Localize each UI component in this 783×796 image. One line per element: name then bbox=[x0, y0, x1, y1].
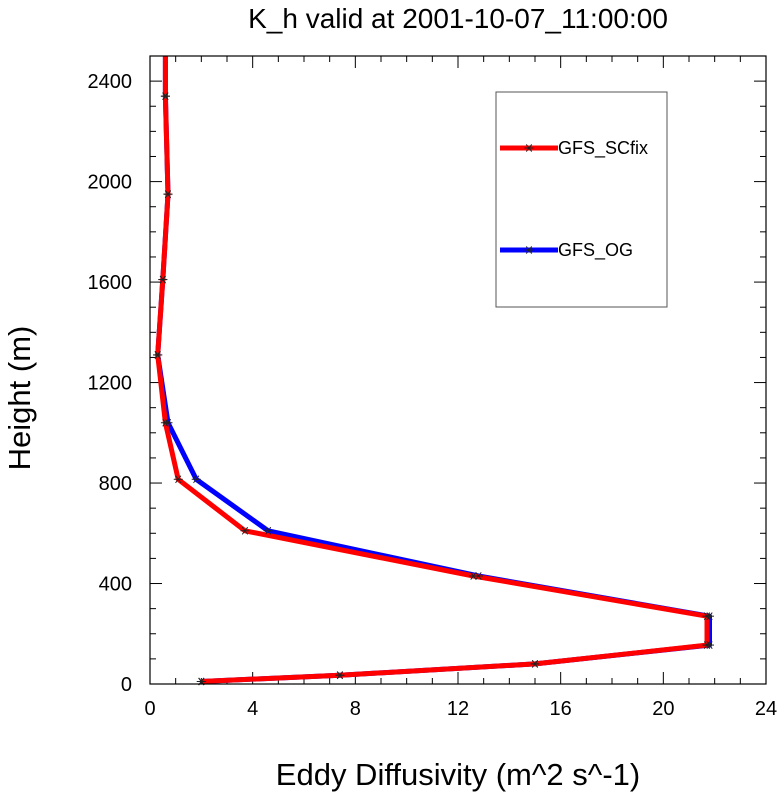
y-tick-label: 1600 bbox=[88, 272, 133, 294]
data-point-marker bbox=[468, 572, 478, 580]
y-tick-label: 2400 bbox=[88, 71, 133, 93]
data-point-marker bbox=[263, 526, 273, 535]
data-point-marker bbox=[191, 475, 201, 484]
data-point-marker bbox=[158, 275, 168, 284]
y-axis-title: Height (m) bbox=[2, 326, 37, 471]
chart-title: K_h valid at 2001-10-07_11:00:00 bbox=[248, 3, 668, 34]
data-point-marker bbox=[153, 351, 163, 359]
y-tick-label: 400 bbox=[99, 574, 132, 596]
data-point-marker bbox=[335, 671, 345, 680]
legend-marker bbox=[524, 246, 534, 254]
x-tick-label: 20 bbox=[652, 698, 674, 720]
x-tick-label: 24 bbox=[755, 698, 777, 720]
data-point-marker bbox=[702, 612, 712, 621]
x-tick-label: 12 bbox=[447, 698, 469, 720]
data-point-marker bbox=[702, 641, 712, 649]
y-tick-label: 0 bbox=[121, 674, 132, 696]
data-point-marker bbox=[530, 660, 540, 668]
legend: GFS_SCfix GFS_OG bbox=[495, 91, 668, 308]
legend-label: GFS_OG bbox=[558, 240, 633, 261]
y-tick-label: 2000 bbox=[88, 172, 133, 194]
x-axis-title: Eddy Diffusivity (m^2 s^-1) bbox=[276, 757, 640, 792]
y-tick-label: 800 bbox=[99, 473, 132, 495]
x-tick-label: 16 bbox=[550, 698, 572, 720]
x-tick-label: 8 bbox=[350, 698, 361, 720]
y-tick-label: 1200 bbox=[88, 373, 133, 395]
plot-frame bbox=[149, 55, 767, 685]
data-point-marker bbox=[173, 475, 183, 484]
series-line-gfs_scfix bbox=[155, 56, 710, 684]
data-point-marker bbox=[163, 190, 173, 199]
legend-marker bbox=[524, 144, 534, 152]
data-point-marker bbox=[240, 526, 250, 535]
x-tick-label: 4 bbox=[247, 698, 258, 720]
x-tick-label: 0 bbox=[144, 698, 155, 720]
data-point-marker bbox=[160, 418, 170, 427]
data-point-marker bbox=[160, 92, 170, 101]
plot-area bbox=[149, 55, 767, 686]
legend-box bbox=[495, 91, 668, 308]
legend-label: GFS_SCfix bbox=[558, 138, 648, 159]
